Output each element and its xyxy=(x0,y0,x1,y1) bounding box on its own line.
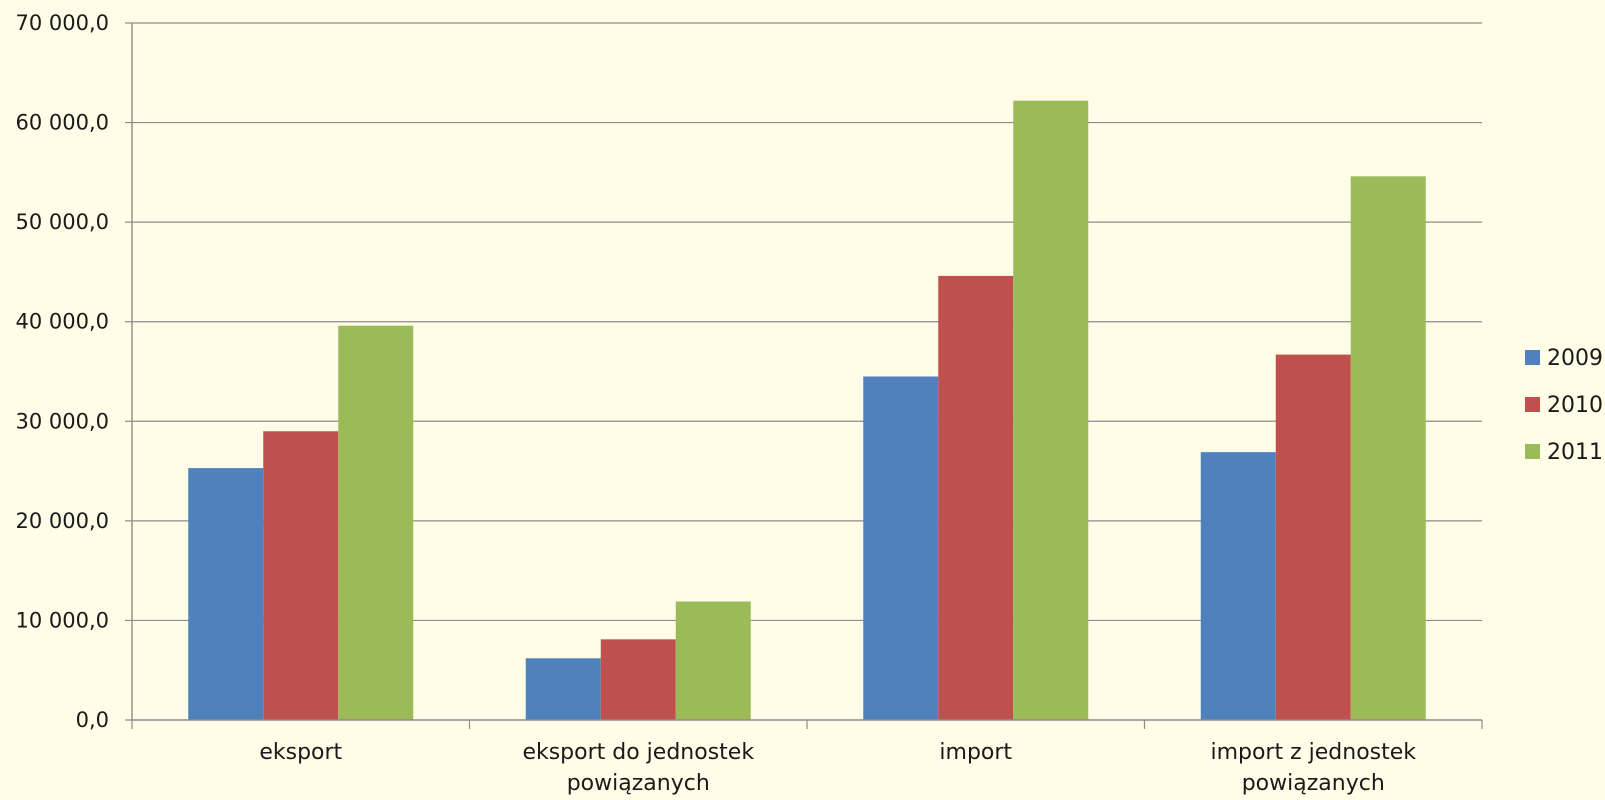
y-tick-label: 20 000,0 xyxy=(15,509,109,533)
legend-label-2009: 2009 xyxy=(1547,346,1603,371)
x-category-label: eksport do jednostek powiązanych xyxy=(522,740,754,796)
bar-2011 xyxy=(1013,100,1089,720)
bar-2009 xyxy=(525,658,601,720)
legend-swatch-2010 xyxy=(1525,397,1540,412)
bar-2009 xyxy=(188,468,264,720)
legend-label-2011: 2011 xyxy=(1547,440,1603,465)
y-tick-label: 30 000,0 xyxy=(15,409,109,433)
bars xyxy=(188,100,1426,721)
bar-2010 xyxy=(938,275,1014,720)
y-tick-label: 60 000,0 xyxy=(15,111,109,135)
y-tick-labels: 0,0 10 000,0 20 000,0 30 000,0 40 000,0 50 00… xyxy=(15,11,109,732)
bar-2011 xyxy=(675,601,751,720)
bar-2010 xyxy=(600,639,676,720)
x-category-label: import xyxy=(939,740,1012,765)
legend-label-2010: 2010 xyxy=(1547,393,1603,418)
bar-2009 xyxy=(1200,452,1276,720)
y-tick-label: 70 000,0 xyxy=(15,11,109,35)
bar-2009 xyxy=(863,376,939,720)
x-category-labels: eksport eksport do jednostek powiązanych im… xyxy=(259,740,1416,796)
bar-2011 xyxy=(1350,176,1426,721)
x-category-label: eksport xyxy=(259,740,342,765)
y-tick-label: 10 000,0 xyxy=(15,608,109,632)
bar-2010 xyxy=(263,431,339,720)
bar-2011 xyxy=(338,325,414,720)
y-tick-label: 50 000,0 xyxy=(15,210,109,234)
y-tick-label: 40 000,0 xyxy=(15,310,109,334)
legend-swatch-2011 xyxy=(1525,444,1540,459)
legend-swatch-2009 xyxy=(1525,350,1540,365)
x-category-label: import z jednostek powiązanych xyxy=(1210,740,1416,796)
y-tick-label: 0,0 xyxy=(76,708,109,732)
bar-2010 xyxy=(1275,354,1351,720)
legend: 2009 2010 2011 xyxy=(1525,346,1603,465)
axes xyxy=(125,22,1483,729)
